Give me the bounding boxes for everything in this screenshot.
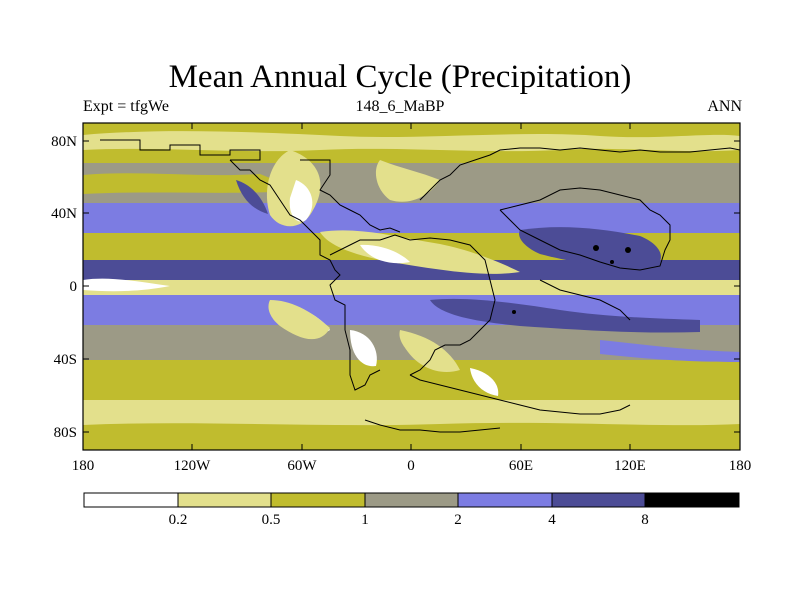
patch-south-america-white xyxy=(350,330,377,367)
coast-asia-south xyxy=(499,187,671,271)
band-itcz xyxy=(83,260,740,280)
colorbar-label-5: 8 xyxy=(641,512,649,528)
colorbar-swatch-4 xyxy=(458,493,552,507)
patch-south-edge xyxy=(83,422,740,450)
chart-title: Mean Annual Cycle (Precipitation) xyxy=(168,59,632,95)
lat-tick-80n: 80N xyxy=(51,134,77,150)
coast-americas-west xyxy=(229,159,381,391)
patch-america-white xyxy=(289,180,313,222)
patch-africa-south xyxy=(399,330,460,372)
lon-tick-180e: 180 xyxy=(729,458,752,474)
colorbar-label-2: 1 xyxy=(361,512,369,528)
patch-extreme-2 xyxy=(625,247,631,253)
patch-pacific-white xyxy=(83,278,170,292)
season-label: ANN xyxy=(707,98,742,115)
colorbar-swatch-0 xyxy=(84,493,178,507)
patch-arctic-light xyxy=(83,131,740,152)
colorbar-label-3: 2 xyxy=(454,512,462,528)
colorbar-swatch-6 xyxy=(645,493,739,507)
coastlines xyxy=(100,139,740,433)
coast-africa xyxy=(329,234,496,376)
patch-southeast-pacific xyxy=(268,300,330,340)
colorbar-swatch-5 xyxy=(552,493,645,507)
lat-tick-0: 0 xyxy=(70,279,78,295)
band-equator-dry xyxy=(83,280,740,295)
patch-sahara xyxy=(320,230,520,274)
coast-arctic-north-america xyxy=(100,139,261,161)
lat-tick-40s: 40S xyxy=(54,352,77,368)
experiment-label: Expt = tfgWe xyxy=(83,98,169,115)
lat-tick-40n: 40N xyxy=(51,206,77,222)
coast-north-america-east xyxy=(300,159,401,233)
coast-antarctica-south xyxy=(364,419,501,433)
lon-tick-120w: 120W xyxy=(174,458,212,474)
lon-tick-60e: 60E xyxy=(509,458,533,474)
patch-extreme-1 xyxy=(593,245,599,251)
coast-antarctica xyxy=(409,374,631,415)
coast-eurasia-north xyxy=(419,147,740,201)
colorbar-frame xyxy=(83,492,740,508)
patch-extreme-4 xyxy=(512,310,516,314)
colorbar-label-0: 0.2 xyxy=(169,512,188,528)
patch-extreme-3 xyxy=(610,260,614,264)
colorbar: 0.2 0.5 1 2 4 8 xyxy=(83,492,740,528)
patch-indian-ocean xyxy=(430,298,700,333)
colorbar-swatch-3 xyxy=(365,493,458,507)
lon-tick-180w: 180 xyxy=(72,458,95,474)
lon-tick-60w: 60W xyxy=(287,458,317,474)
coast-southeast-asia xyxy=(539,279,631,321)
patch-sahara-white xyxy=(360,244,410,264)
lat-tick-80s: 80S xyxy=(54,425,77,441)
colorbar-swatch-1 xyxy=(178,493,271,507)
patch-antarctic-white xyxy=(470,368,499,396)
colorbar-swatch-2 xyxy=(271,493,365,507)
band-north-storm xyxy=(83,203,740,233)
lon-tick-0: 0 xyxy=(407,458,415,474)
lon-tick-120e: 120E xyxy=(614,458,646,474)
patch-rockies-wet xyxy=(236,180,268,214)
colorbar-label-4: 4 xyxy=(548,512,556,528)
band-south-mid xyxy=(83,360,740,400)
period-label: 148_6_MaBP xyxy=(355,98,445,115)
patch-sahara-north xyxy=(375,160,440,202)
precipitation-field xyxy=(83,123,740,450)
patch-asia-monsoon xyxy=(519,227,661,270)
colorbar-label-1: 0.5 xyxy=(262,512,281,528)
ticks xyxy=(83,123,740,450)
patch-south-pacific-wet xyxy=(600,340,740,362)
